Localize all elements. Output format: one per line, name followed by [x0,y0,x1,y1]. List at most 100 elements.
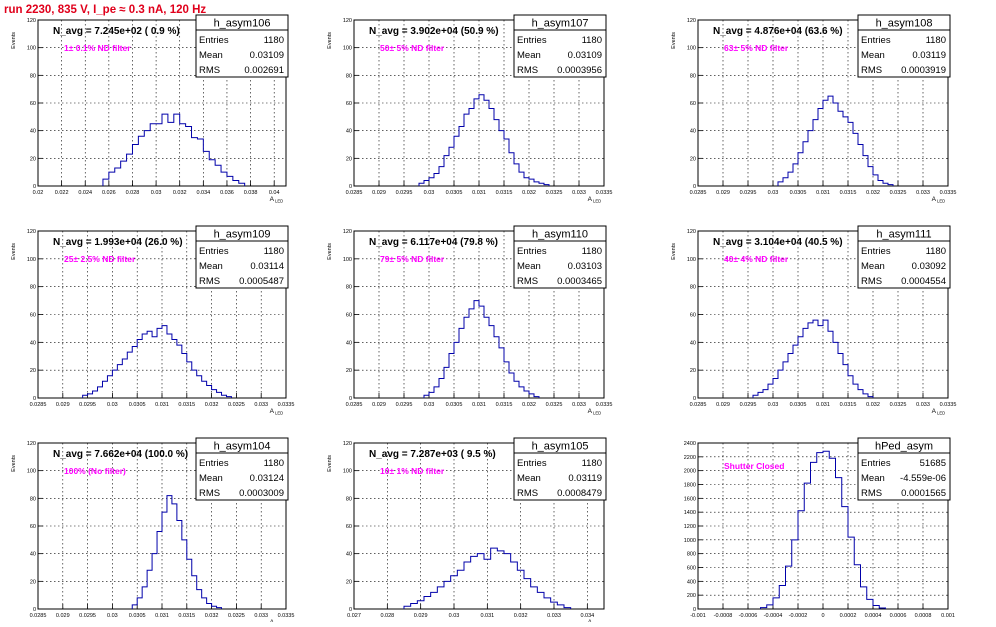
y-tick-label: 100 [687,257,696,263]
y-tick-label: 20 [30,156,36,162]
hist-name: h_asym111 [876,229,931,241]
x-tick-label: 0.03 [424,190,435,196]
stats-value-mean: 0.03092 [912,261,946,272]
stats-label-rms: RMS [861,65,882,76]
y-tick-label: 40 [690,129,696,135]
x-tick-label: 0.0315 [178,613,195,619]
x-tick-label: 0.0295 [740,402,757,408]
stats-label-mean: Mean [199,473,223,484]
y-tick-label: 0 [693,396,696,402]
x-tick-label: 0.0002 [840,613,857,619]
y-tick-label: 0 [33,184,36,190]
y-tick-label: 40 [346,340,352,346]
hist-name: h_asym104 [214,441,271,453]
y-tick-label: 0 [693,184,696,190]
stats-value-rms: 0.0005487 [239,276,284,287]
x-axis-title-subscript: LED [593,199,601,204]
y-tick-label: 0 [33,396,36,402]
x-tick-label: 0.029 [414,613,428,619]
hist-panel-h_asym108: 0.0285 0.029 0.0295 0.03 0.0305 0.031 0.0315 0.… [671,14,957,204]
nav-header: N_avg = 6.117e+04 (79.8 %) [369,237,498,248]
stats-box [195,225,289,289]
x-tick-label: 0.032 [866,190,880,196]
stats-value-mean: 0.03109 [568,50,602,61]
hist-name: h_asym107 [532,18,589,30]
x-axis-title: A [588,408,593,415]
y-tick-label: 100 [27,469,36,475]
stats-box [195,437,289,501]
y-tick-label: 1400 [684,510,696,516]
x-tick-label: 0.029 [372,190,386,196]
stats-value-mean: 0.03119 [912,50,946,61]
x-axis-title: A [588,196,593,203]
nav-header: N_avg = 4.876e+04 (63.6 %) [713,26,843,37]
x-tick-label: 0.0325 [890,190,907,196]
y-tick-label: 200 [687,593,696,599]
y-tick-label: 120 [343,229,352,235]
x-tick-label: 0.033 [547,613,561,619]
y-tick-label: 120 [27,229,36,235]
x-tick-label: 0.0315 [178,402,195,408]
y-tick-label: 120 [687,229,696,235]
stats-box [857,14,951,78]
x-tick-label: 0.0295 [79,613,96,619]
y-tick-label: 800 [687,552,696,558]
x-tick-label: 0.026 [102,190,116,196]
y-tick-label: 40 [346,129,352,135]
hist-panel-h_asym106: 0.02 0.022 0.024 0.026 0.028 0.03 0.032 0.034 0.… [11,14,289,204]
stats-value-entries: 1180 [926,246,946,257]
x-tick-label: 0.03 [768,402,779,408]
histogram-outline [82,325,232,398]
histogram-outline [752,319,874,398]
y-tick-label: 60 [30,101,36,107]
filter-annotation: 63± 5% ND filter [724,43,789,53]
stats-label-rms: RMS [199,276,220,287]
stats-label-entries: Entries [199,35,229,46]
y-tick-label: 80 [346,496,352,502]
hist-panel-h_asym107: 0.0285 0.029 0.0295 0.03 0.0305 0.031 0.0315 0.… [327,14,612,204]
y-tick-label: 20 [30,579,36,585]
hist-name: h_asym106 [214,18,271,30]
stats-value-mean: -4.559e-06 [900,473,946,484]
y-tick-label: 100 [27,46,36,52]
y-tick-label: 120 [27,441,36,447]
stats-label-mean: Mean [517,261,541,272]
x-tick-label: 0.0335 [940,190,957,196]
stats-value-rms: 0.0008479 [557,488,602,499]
x-tick-label: 0.0305 [129,613,146,619]
y-tick-label: 0 [693,607,696,613]
stats-label-mean: Mean [861,261,885,272]
stats-label-rms: RMS [517,276,538,287]
hist-name: h_asym108 [876,18,933,30]
stats-value-rms: 0.0003919 [901,65,946,76]
x-tick-label: 0.029 [56,613,70,619]
y-tick-label: 80 [690,285,696,291]
x-tick-label: 0.031 [472,190,486,196]
y-tick-label: 40 [690,340,696,346]
y-tick-label: 60 [346,524,352,530]
x-tick-label: 0.0305 [790,190,807,196]
stats-value-mean: 0.03103 [568,261,602,272]
y-axis-title: Events [671,243,677,260]
y-axis-title: Events [11,243,17,260]
y-tick-label: 80 [30,285,36,291]
x-tick-label: 0.032 [866,402,880,408]
stats-label-mean: Mean [199,50,223,61]
nav-header: N_avg = 1.993e+04 (26.0 %) [53,237,183,248]
y-tick-label: 1000 [684,538,696,544]
histogram-outline [102,113,246,186]
y-axis-title: Events [327,243,333,260]
x-tick-label: 0.034 [580,613,594,619]
hist-panel-hPed_asym: -0.001 -0.0008 -0.0006 -0.0004 -0.0002 0 0.000… [684,437,955,619]
y-tick-label: 20 [346,156,352,162]
stats-box [857,437,951,501]
y-tick-label: 1200 [684,524,696,530]
y-tick-label: 40 [30,552,36,558]
x-tick-label: 0.029 [716,190,730,196]
y-axis-title: Events [671,32,677,49]
x-tick-label: 0.0325 [228,402,245,408]
stats-label-mean: Mean [517,50,541,61]
x-tick-label: 0.0004 [865,613,882,619]
filter-annotation: 79± 5% ND filter [380,254,445,264]
